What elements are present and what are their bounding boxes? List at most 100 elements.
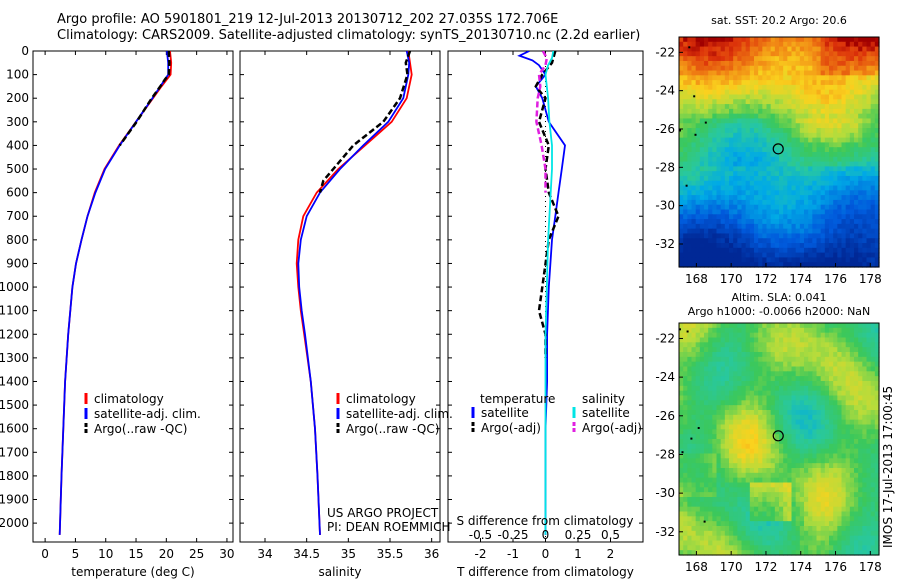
sst-map-cell [774,204,780,211]
sst-map-cell [758,84,763,91]
sst-map-cell [774,99,780,105]
sla-map-cell [849,400,855,406]
sla-map-cell [862,526,868,532]
sla-map-cell [729,516,734,522]
sla-map-cell [829,477,834,484]
sla-map-cell [716,443,722,450]
sla-map-cell [845,366,851,372]
sst-map-cell [749,51,755,57]
sst-map-cell [849,175,855,182]
sst-map-cell [716,123,722,129]
map-y-tick-label: -32 [655,237,675,251]
sla-map-cell [787,482,793,488]
sst-map-cell [812,262,818,268]
sla-map-cell [779,327,784,334]
sst-map-cell [870,123,876,129]
sst-map-cell [787,238,793,244]
sst-map-cell [716,108,722,115]
sst-map-cell [829,56,834,62]
sst-map-cell [729,123,734,129]
sst-map-cell [866,108,872,115]
sla-map-cell [741,390,747,397]
sst-map-cell [716,252,722,259]
sla-map-cell [716,497,722,503]
sst-map-cell [695,65,701,72]
sla-map-cell [841,366,847,372]
sla-map-cell [745,342,751,348]
sla-map-cell [695,434,701,440]
sla-map-cell [820,414,826,421]
sla-map-cell [858,526,863,532]
sla-map-cell [858,361,863,368]
sst-map-cell [699,233,705,239]
sla-map-cell [874,390,880,397]
sla-map-cell [720,497,726,503]
sla-map-cell [724,405,730,411]
sla-map-cell [816,366,822,372]
sla-map-cell [808,472,813,479]
sla-map-cell [754,414,759,421]
sst-map-cell [874,84,880,91]
island-dot [685,184,688,187]
sla-map-cell [720,371,726,377]
sst-map-cell [841,137,847,144]
sla-map-cell [833,414,838,421]
sla-map-cell [854,400,859,406]
sst-map-cell [791,228,797,235]
sla-map-cell [762,410,768,416]
sst-map-cell [799,185,805,191]
sst-map-cell [862,161,868,167]
sla-map-cell [874,371,880,377]
sla-map-cell [866,468,872,474]
sla-map-cell [837,540,843,546]
sst-map-cell [737,84,743,91]
sla-map-cell [804,506,809,513]
sla-map-cell [824,492,830,498]
sla-map-cell [849,477,855,484]
sst-map-cell [779,199,784,206]
sla-map-cell [716,453,722,459]
sla-map-cell [829,458,834,464]
sla-map-cell [699,443,705,450]
sst-map-cell [820,46,826,52]
sst-map-cell [795,70,801,76]
sst-map-cell [720,60,726,67]
sla-map-cell [837,492,843,498]
sla-map-cell [870,414,876,421]
sst-map-cell [766,243,772,249]
sla-map-cell [691,545,697,551]
sst-map-cell [712,243,718,249]
sst-map-cell [708,233,713,239]
sst-map-cell [708,94,713,100]
sla-map-cell [712,506,718,513]
sla-map-cell [708,366,713,372]
sla-map-cell [762,419,768,426]
sla-map-cell [695,410,701,416]
sst-map-cell [712,152,718,158]
sst-map-cell [804,204,809,211]
sla-map-cell [762,463,768,469]
sla-map-cell [749,487,755,493]
sla-map-cell [724,347,730,353]
sla-map-cell [841,468,847,474]
sst-map-cell [704,219,709,225]
sst-map-cell [741,233,747,239]
sla-map-cell [774,400,780,406]
sla-map-cell [858,511,863,517]
sla-map-cell [824,419,830,426]
sst-map-cell [870,243,876,249]
sla-map-cell [870,501,876,508]
sst-map-cell [758,262,763,268]
sst-map-cell [691,243,697,249]
sst-map-cell [758,113,763,120]
sla-map-cell [695,540,701,546]
sst-map-cell [724,257,730,263]
sla-map-cell [708,361,713,368]
sla-map-cell [687,448,693,455]
sla-map-cell [745,550,751,556]
sst-map-cell [741,56,747,62]
sla-map-cell [708,550,713,556]
sla-map-cell [808,535,813,542]
sla-map-cell [812,463,818,469]
sla-map-cell [808,395,813,401]
